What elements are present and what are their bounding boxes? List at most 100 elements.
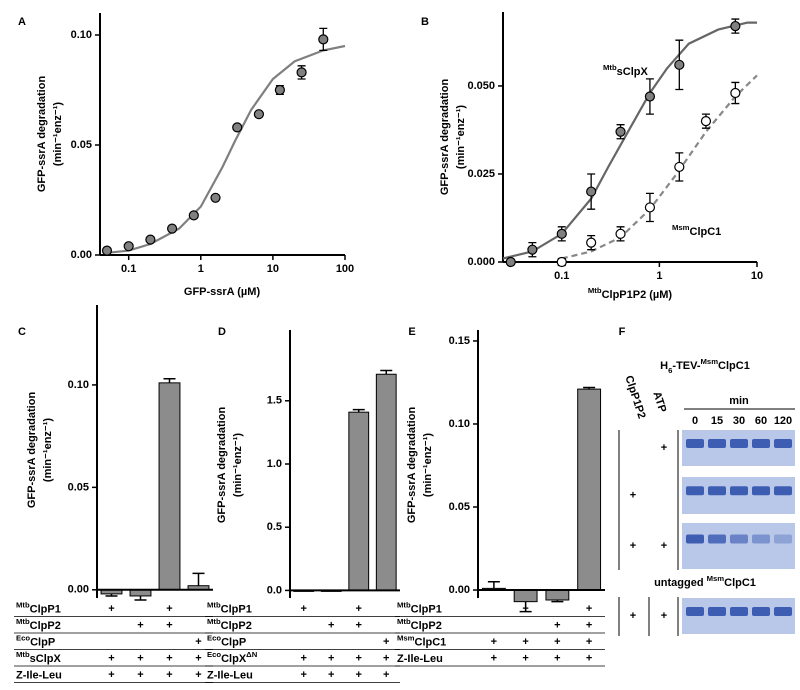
series-label-part: Mtb — [603, 63, 617, 72]
series-label-part: ClpC1 — [690, 226, 722, 238]
row-label-part: ClpP2 — [30, 620, 61, 632]
row-cell: + — [356, 653, 362, 665]
row-cell: + — [356, 669, 362, 681]
column-header: ATP — [650, 390, 668, 414]
row-label: EcoClpP — [207, 633, 246, 648]
bar — [348, 411, 370, 591]
data-point — [167, 223, 178, 234]
untagged-label-part: ClpC1 — [724, 577, 756, 589]
error-bar — [134, 595, 147, 601]
y-tick-label: 0.05 — [71, 139, 92, 151]
gel-title-part: 6 — [668, 366, 672, 375]
gel-band — [752, 439, 770, 448]
gel-band — [774, 534, 792, 544]
y-tick-label: 1.5 — [267, 395, 282, 407]
row-cell: + — [630, 610, 636, 622]
data-point — [101, 245, 113, 256]
row-label: Z-Ile-Leu — [16, 669, 62, 681]
gel-band — [686, 486, 704, 496]
gel-band — [774, 439, 792, 448]
row-cell: + — [491, 636, 497, 648]
row-cell: + — [661, 540, 667, 552]
x-axis-label-part: Mtb — [588, 286, 602, 295]
row-cell: + — [491, 653, 497, 665]
x-axis-label: MtbClpP1P2 (µM) — [588, 286, 673, 301]
data-point — [730, 20, 741, 32]
fit-curve — [561, 74, 758, 260]
x-tick-label: 10 — [751, 270, 763, 282]
bar — [577, 388, 602, 591]
y-axis-units: (min⁻¹enz⁻¹) — [232, 433, 244, 497]
row-label: EcoClpP — [16, 633, 55, 648]
data-point — [527, 244, 538, 255]
fit-curve — [502, 21, 757, 260]
row-label-part: ClpP — [30, 636, 55, 648]
gel-band — [708, 607, 726, 616]
y-tick-label: 0.0 — [267, 584, 282, 596]
row-label: MtbsClpX — [16, 649, 62, 664]
row-label-part: Mtb — [397, 616, 411, 625]
panel-letter: F — [619, 326, 626, 338]
row-cell: + — [108, 653, 114, 665]
row-label: MtbClpP1 — [207, 600, 252, 615]
row-cell: + — [166, 620, 172, 632]
row-cell: + — [522, 653, 528, 665]
panel-letter: A — [18, 16, 26, 28]
untagged-label: untagged MsmClpC1 — [654, 574, 756, 589]
data-point — [123, 241, 134, 252]
y-axis-label: GFP-ssrA degradation — [36, 76, 48, 193]
row-cell: + — [383, 653, 389, 665]
error-bar — [163, 378, 176, 383]
y-axis-label: GFP-ssrA degradation — [26, 392, 38, 509]
row-label-part: ClpP2 — [411, 620, 442, 632]
y-axis-units: (min⁻¹enz⁻¹) — [42, 418, 54, 482]
row-cell: + — [522, 603, 528, 615]
x-tick-label: 1 — [656, 270, 662, 282]
gel-band — [686, 534, 704, 544]
row-cell: + — [522, 636, 528, 648]
gel-band — [708, 439, 726, 448]
row-cell: + — [301, 603, 307, 615]
bar — [158, 382, 181, 591]
time-value: 0 — [692, 415, 698, 427]
panel-letter: B — [421, 16, 429, 28]
data-point — [730, 87, 741, 99]
y-tick-label: 0.05 — [449, 501, 470, 513]
data-point — [586, 237, 597, 248]
panel-letter: E — [408, 326, 415, 338]
row-cell: + — [137, 669, 143, 681]
x-axis-label: GFP-ssrA (µM) — [184, 286, 261, 298]
data-point — [644, 91, 656, 102]
gel-band — [774, 607, 792, 616]
row-cell: + — [195, 669, 201, 681]
row-cell: + — [554, 620, 560, 632]
series-label: MtbsClpX — [603, 63, 649, 78]
row-label-part: Mtb — [16, 600, 30, 609]
gel-band — [730, 534, 748, 544]
series-label-part: Msm — [672, 223, 690, 232]
row-label-part: Msm — [397, 633, 415, 642]
row-label-part: Mtb — [207, 616, 221, 625]
bar — [545, 589, 570, 601]
row-label-part: Mtb — [207, 600, 221, 609]
gel-band — [730, 439, 748, 448]
row-label-part: Eco — [207, 633, 221, 642]
row-cell: + — [630, 489, 636, 501]
time-label: min — [729, 395, 749, 407]
time-value: 60 — [755, 415, 767, 427]
y-tick-label: 0.00 — [71, 249, 92, 261]
y-axis-label: GFP-ssrA degradation — [216, 407, 228, 524]
row-cell: + — [586, 653, 592, 665]
time-value: 15 — [711, 415, 723, 427]
y-tick-label: 0.00 — [449, 584, 470, 596]
error-bar — [380, 369, 393, 375]
y-axis-label: GFP-ssrA degradation — [439, 79, 451, 196]
gel-band — [752, 534, 770, 544]
row-cell: + — [166, 603, 172, 615]
row-cell: + — [586, 603, 592, 615]
x-axis-label-part: ClpP1P2 (µM) — [602, 289, 673, 301]
gel-image — [682, 477, 795, 514]
data-point — [615, 228, 626, 239]
data-point — [274, 84, 285, 96]
row-cell: + — [554, 636, 560, 648]
